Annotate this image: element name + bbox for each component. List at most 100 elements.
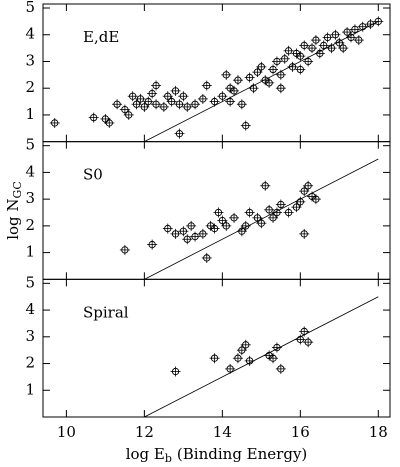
data-point xyxy=(135,93,146,104)
data-point xyxy=(260,75,271,86)
data-point xyxy=(252,212,263,223)
y-tick-label: 2 xyxy=(25,354,35,372)
data-point xyxy=(318,40,329,51)
data-point xyxy=(279,53,290,64)
y-tick-label: 5 xyxy=(25,0,35,16)
data-point xyxy=(264,204,275,215)
data-point xyxy=(190,231,201,242)
x-label-rest: (Binding Energy) xyxy=(177,445,307,463)
data-point xyxy=(217,215,228,226)
fit-line xyxy=(144,296,379,418)
data-point xyxy=(338,43,349,54)
y-label-sub: GC xyxy=(11,181,24,198)
data-point xyxy=(291,48,302,59)
data-point xyxy=(205,220,216,231)
data-point xyxy=(275,69,286,80)
y-tick-label: 2 xyxy=(25,78,35,96)
data-point xyxy=(346,32,357,43)
data-point xyxy=(182,234,193,245)
data-point xyxy=(303,180,314,191)
data-point xyxy=(143,96,154,107)
y-tick-label: 1 xyxy=(25,380,35,398)
data-point xyxy=(295,334,306,345)
data-point xyxy=(244,355,255,366)
data-point xyxy=(190,99,201,110)
y-label-main: log N xyxy=(4,198,22,239)
data-point xyxy=(264,350,275,361)
x-label-main: log E xyxy=(126,445,165,463)
data-point xyxy=(221,220,232,231)
data-point xyxy=(299,228,310,239)
data-point xyxy=(271,56,282,67)
data-point xyxy=(182,101,193,112)
data-point xyxy=(264,77,275,88)
data-point xyxy=(158,101,169,112)
fit-line xyxy=(144,21,379,143)
data-point xyxy=(232,353,243,364)
data-point xyxy=(357,21,368,32)
data-point xyxy=(244,72,255,83)
data-point xyxy=(268,353,279,364)
x-label-sub: b xyxy=(165,452,172,465)
data-point xyxy=(299,40,310,51)
data-point xyxy=(221,69,232,80)
data-point xyxy=(225,83,236,94)
data-point xyxy=(236,99,247,110)
data-point xyxy=(174,99,185,110)
data-point xyxy=(275,363,286,374)
data-point xyxy=(252,67,263,78)
data-point xyxy=(131,99,142,110)
data-point xyxy=(291,202,302,213)
data-point xyxy=(299,186,310,197)
panel-frame xyxy=(42,3,391,143)
data-point xyxy=(197,93,208,104)
data-point xyxy=(283,207,294,218)
y-tick-label: 5 xyxy=(25,273,35,291)
data-point xyxy=(275,199,286,210)
y-tick-label: 3 xyxy=(25,189,35,207)
data-point xyxy=(236,345,247,356)
x-axis-label: log Eb (Binding Energy) xyxy=(126,445,308,465)
x-tick-label: 16 xyxy=(291,423,310,441)
data-point xyxy=(349,24,360,35)
data-point xyxy=(119,244,130,255)
data-point xyxy=(170,228,181,239)
data-point xyxy=(314,48,325,59)
data-point xyxy=(213,207,224,218)
y-tick-label: 1 xyxy=(25,105,35,123)
data-point xyxy=(209,96,220,107)
data-point xyxy=(178,91,189,102)
y-tick-label: 4 xyxy=(25,25,35,43)
data-point xyxy=(287,61,298,72)
data-point xyxy=(307,43,318,54)
data-point xyxy=(100,113,111,124)
data-point xyxy=(162,91,173,102)
data-point xyxy=(365,19,376,30)
data-point xyxy=(240,339,251,350)
y-tick-label: 4 xyxy=(25,162,35,180)
data-point xyxy=(256,61,267,72)
data-point xyxy=(303,337,314,348)
data-point xyxy=(330,29,341,40)
y-tick-label: 2 xyxy=(25,216,35,234)
x-tick-label: 10 xyxy=(57,423,76,441)
data-point xyxy=(275,83,286,94)
data-point xyxy=(166,96,177,107)
data-point xyxy=(197,228,208,239)
data-point xyxy=(139,101,150,112)
data-point xyxy=(260,180,271,191)
panel-frame xyxy=(42,278,391,418)
data-point xyxy=(123,109,134,120)
panel-label: E,dE xyxy=(83,28,119,46)
data-point xyxy=(174,128,185,139)
data-point xyxy=(271,207,282,218)
data-point xyxy=(310,194,321,205)
data-point xyxy=(229,212,240,223)
panel-label: Spiral xyxy=(83,303,129,321)
y-tick-label: 1 xyxy=(25,243,35,261)
data-point xyxy=(240,120,251,131)
data-point xyxy=(334,37,345,48)
data-point xyxy=(283,45,294,56)
data-point xyxy=(209,353,220,364)
